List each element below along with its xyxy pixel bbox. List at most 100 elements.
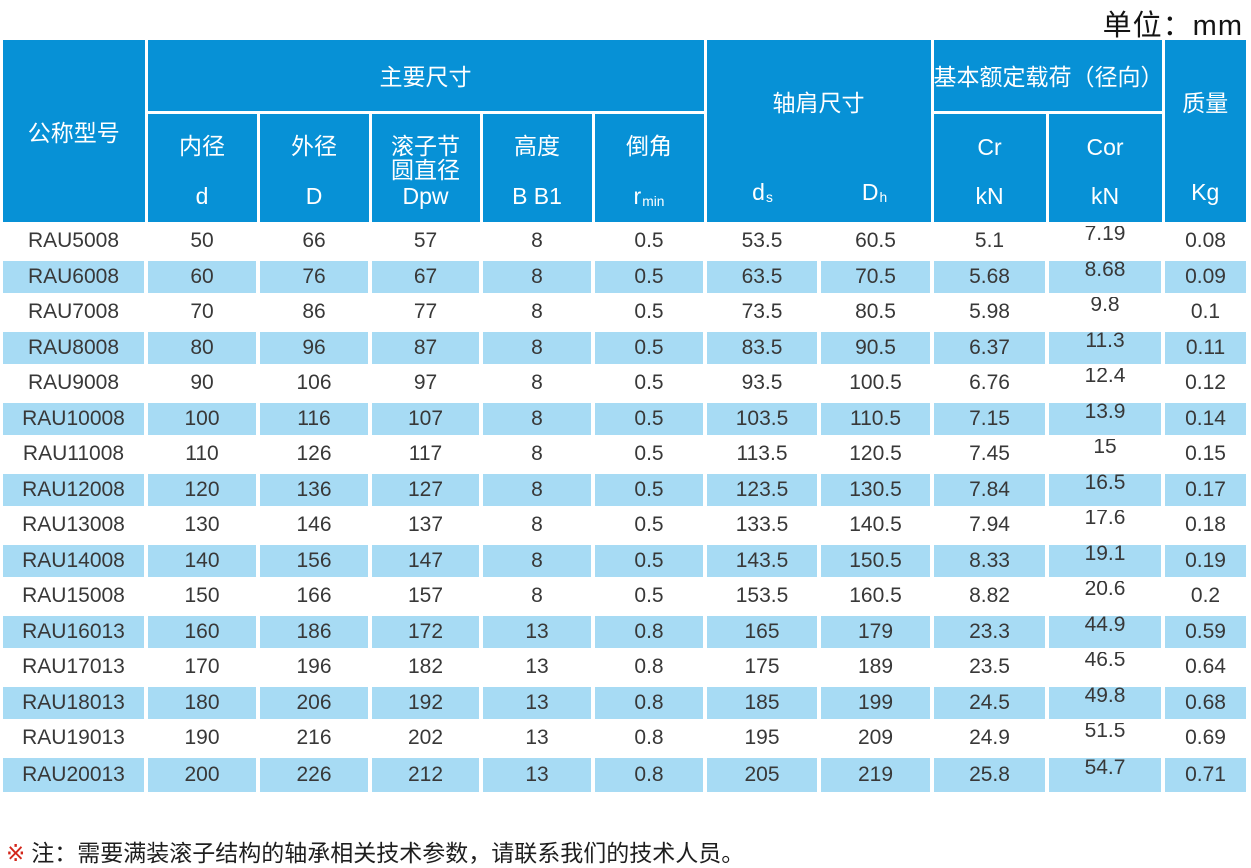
cell-shoulder-ds: 143.5 [705, 541, 821, 579]
cell-mass-kg: 0.1 [1163, 292, 1246, 330]
cell-height-b: 8 [481, 576, 595, 614]
cell-load-cr: 7.45 [932, 434, 1049, 472]
cell-shoulder-dh: 110.5 [819, 399, 934, 437]
cell-shoulder-ds: 205 [705, 754, 821, 792]
cell-load-cor: 7.19 [1047, 221, 1165, 259]
cell-shoulder-ds: 185 [705, 683, 821, 721]
cell-load-cor: 20.6 [1047, 576, 1165, 614]
cell-chamfer-r: 0.5 [593, 434, 707, 472]
cell-height-b: 8 [481, 221, 595, 259]
cell-load-cor: 46.5 [1047, 647, 1165, 685]
header-model-label: 公称型号 [27, 119, 120, 146]
cell-load-cor: 11.3 [1047, 328, 1165, 366]
cell-shoulder-dh: 179 [819, 612, 934, 650]
cell-pitch-dpw: 67 [370, 257, 483, 295]
cell-pitch-dpw: 77 [370, 292, 483, 330]
cell-pitch-dpw: 157 [370, 576, 483, 614]
cell-shoulder-dh: 140.5 [819, 505, 934, 543]
cell-shoulder-dh: 209 [819, 718, 934, 756]
cell-pitch-dpw: 87 [370, 328, 483, 366]
unit-label: 单位：mm [1102, 10, 1243, 42]
cell-chamfer-r: 0.8 [593, 647, 707, 685]
cell-chamfer-r: 0.5 [593, 292, 707, 330]
table-row: RAU14008 140 156 147 8 0.5 143.5 150.5 8… [3, 541, 1246, 579]
cell-shoulder-dh: 80.5 [819, 292, 934, 330]
table-header: 公称型号 主要尺寸 轴肩尺寸 ds Dh 基本额定载荷（径向） 质量 [3, 40, 1246, 224]
table-row: RAU6008 60 76 67 8 0.5 63.5 70.5 5.68 8.… [3, 257, 1246, 295]
cell-mass-kg: 0.71 [1163, 754, 1246, 792]
header-cor-symbol: Cor [1086, 133, 1124, 160]
cell-chamfer-r: 0.5 [593, 363, 707, 401]
cell-bore-d: 80 [146, 328, 260, 366]
bearing-spec-table: 公称型号 主要尺寸 轴肩尺寸 ds Dh 基本额定载荷（径向） 质量 [3, 40, 1246, 792]
header-mass-label: 质量 [1182, 89, 1229, 116]
cell-load-cor: 54.7 [1047, 754, 1165, 792]
cell-height-b: 8 [481, 328, 595, 366]
cell-load-cr: 23.5 [932, 647, 1049, 685]
cell-model: RAU14008 [3, 541, 148, 579]
cell-load-cr: 25.8 [932, 754, 1049, 792]
cell-pitch-dpw: 192 [370, 683, 483, 721]
cell-model: RAU12008 [3, 470, 148, 508]
cell-chamfer-r: 0.5 [593, 576, 707, 614]
table-row: RAU19013 190 216 202 13 0.8 195 209 24.9… [3, 718, 1246, 756]
cell-load-cr: 7.94 [932, 505, 1049, 543]
cell-mass-kg: 0.2 [1163, 576, 1246, 614]
cell-outer-D: 156 [258, 541, 372, 579]
cell-outer-D: 206 [258, 683, 372, 721]
cell-shoulder-ds: 133.5 [705, 505, 821, 543]
cell-model: RAU5008 [3, 221, 148, 259]
cell-height-b: 8 [481, 434, 595, 472]
cell-outer-D: 106 [258, 363, 372, 401]
cell-height-b: 8 [481, 363, 595, 401]
cell-bore-d: 130 [146, 505, 260, 543]
table-row: RAU12008 120 136 127 8 0.5 123.5 130.5 7… [3, 470, 1246, 508]
cell-load-cr: 24.5 [932, 683, 1049, 721]
cell-chamfer-r: 0.5 [593, 257, 707, 295]
cell-height-b: 8 [481, 292, 595, 330]
cell-pitch-dpw: 107 [370, 399, 483, 437]
cell-model: RAU9008 [3, 363, 148, 401]
header-cor: Cor kN [1047, 112, 1165, 224]
cell-outer-D: 166 [258, 576, 372, 614]
cell-mass-kg: 0.11 [1163, 328, 1246, 366]
cell-outer-D: 96 [258, 328, 372, 366]
cell-chamfer-r: 0.8 [593, 612, 707, 650]
cell-pitch-dpw: 127 [370, 470, 483, 508]
table-body: RAU5008 50 66 57 8 0.5 53.5 60.5 5.1 7.1… [3, 221, 1246, 792]
cell-bore-d: 120 [146, 470, 260, 508]
cell-mass-kg: 0.17 [1163, 470, 1246, 508]
cell-height-b: 8 [481, 505, 595, 543]
cell-chamfer-r: 0.5 [593, 399, 707, 437]
table-row: RAU11008 110 126 117 8 0.5 113.5 120.5 7… [3, 434, 1246, 472]
cell-model: RAU17013 [3, 647, 148, 685]
header-pitch-symbol: Dpw [402, 182, 449, 209]
table-row: RAU7008 70 86 77 8 0.5 73.5 80.5 5.98 9.… [3, 292, 1246, 330]
cell-shoulder-dh: 150.5 [819, 541, 934, 579]
header-main-dimensions: 主要尺寸 [146, 40, 707, 114]
cell-load-cr: 7.84 [932, 470, 1049, 508]
cell-outer-D: 196 [258, 647, 372, 685]
cell-outer-D: 216 [258, 718, 372, 756]
cell-height-b: 8 [481, 257, 595, 295]
cell-bore-d: 90 [146, 363, 260, 401]
header-model: 公称型号 [3, 40, 148, 224]
header-cr: Cr kN [932, 112, 1049, 224]
table-row: RAU17013 170 196 182 13 0.8 175 189 23.5… [3, 647, 1246, 685]
cell-mass-kg: 0.18 [1163, 505, 1246, 543]
cell-pitch-dpw: 117 [370, 434, 483, 472]
cell-chamfer-r: 0.5 [593, 328, 707, 366]
cell-load-cr: 8.82 [932, 576, 1049, 614]
header-chamfer: 倒角 rmin [593, 112, 707, 224]
cell-load-cr: 5.1 [932, 221, 1049, 259]
header-shoulder-dimensions: 轴肩尺寸 ds Dh [705, 40, 934, 224]
cell-model: RAU13008 [3, 505, 148, 543]
cell-pitch-dpw: 137 [370, 505, 483, 543]
cell-load-cor: 12.4 [1047, 363, 1165, 401]
cell-mass-kg: 0.59 [1163, 612, 1246, 650]
cell-chamfer-r: 0.5 [593, 541, 707, 579]
header-rated-load: 基本额定载荷（径向） [932, 40, 1165, 114]
cell-mass-kg: 0.19 [1163, 541, 1246, 579]
header-outer-diameter: 外径 D [258, 112, 372, 224]
cell-bore-d: 180 [146, 683, 260, 721]
